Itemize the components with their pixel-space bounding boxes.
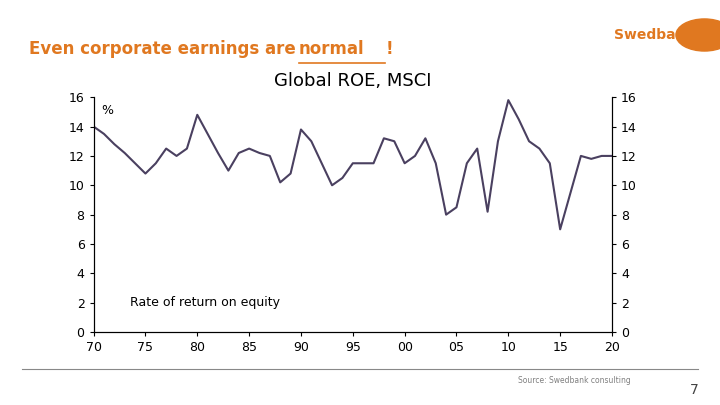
Text: 7: 7 [690,383,698,397]
Title: Global ROE, MSCI: Global ROE, MSCI [274,72,431,90]
Text: !: ! [385,40,393,58]
Text: %: % [102,104,113,117]
Text: Source: Swedbank consulting: Source: Swedbank consulting [518,376,631,385]
Text: Swedbank: Swedbank [613,28,694,42]
Text: Rate of return on equity: Rate of return on equity [130,296,280,309]
Circle shape [676,19,720,51]
Text: normal: normal [299,40,364,58]
Text: Even corporate earnings are: Even corporate earnings are [29,40,301,58]
